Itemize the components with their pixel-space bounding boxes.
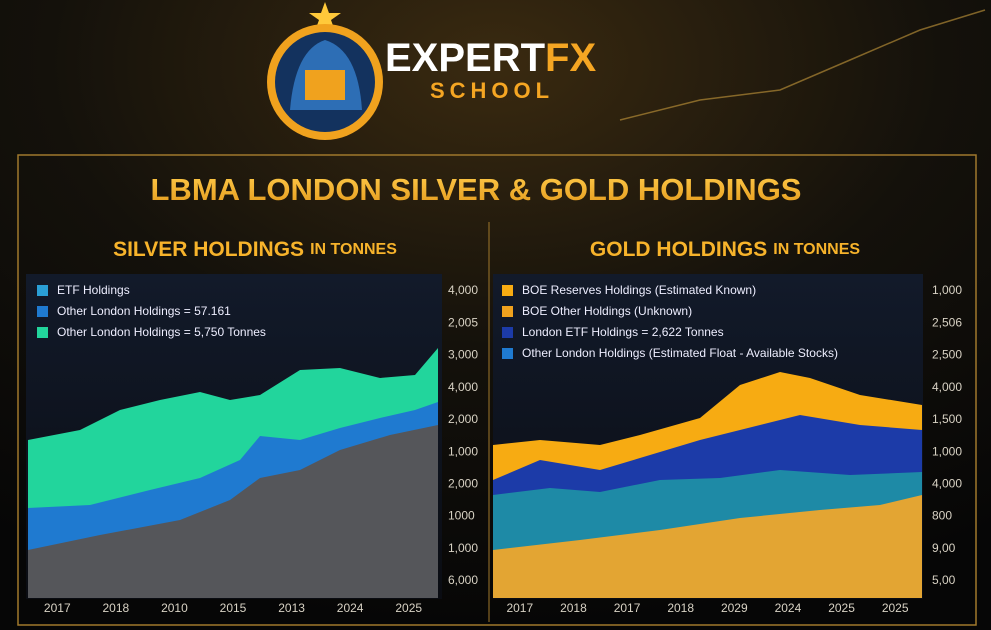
legend-swatch — [502, 285, 513, 296]
heading-suffix: IN TONNES — [773, 241, 860, 258]
y-tick-label: 1,000 — [932, 283, 962, 297]
x-tick-label: 2024 — [775, 601, 802, 615]
panel-heading: SILVER HOLDINGS IN TONNES — [113, 238, 397, 261]
y-tick-label: 2,005 — [448, 315, 478, 329]
x-tick-label: 2017 — [614, 601, 641, 615]
legend-swatch — [37, 327, 48, 338]
x-tick-label: 2018 — [667, 601, 694, 615]
y-tick-label: 1,000 — [448, 541, 478, 555]
y-tick-label: 9,00 — [932, 541, 956, 555]
y-tick-label: 3,000 — [448, 348, 478, 362]
logo: EXPERTFX SCHOOL — [267, 2, 596, 140]
y-tick-label: 2,000 — [448, 477, 478, 491]
y-tick-label: 2,000 — [448, 412, 478, 426]
legend-label: BOE Reserves Holdings (Estimated Known) — [522, 283, 756, 297]
legend-swatch — [502, 306, 513, 317]
legend-label: London ETF Holdings = 2,622 Tonnes — [522, 325, 724, 339]
legend-swatch — [37, 306, 48, 317]
x-tick-label: 2017 — [44, 601, 71, 615]
x-tick-label: 2017 — [506, 601, 533, 615]
x-tick-label: 2025 — [882, 601, 909, 615]
frame — [17, 154, 977, 626]
heading-main: GOLD HOLDINGS — [590, 238, 767, 261]
y-tick-label: 1,500 — [932, 412, 962, 426]
heading-suffix: IN TONNES — [310, 241, 397, 258]
main-title: LBMA LONDON SILVER & GOLD HOLDINGS — [151, 172, 802, 207]
x-tick-label: 2029 — [721, 601, 748, 615]
legend-swatch — [502, 327, 513, 338]
legend-label: ETF Holdings — [57, 283, 130, 297]
decor-line — [619, 9, 986, 121]
y-tick-label: 4,000 — [932, 477, 962, 491]
x-tick-label: 2010 — [161, 601, 188, 615]
y-tick-label: 1,000 — [932, 444, 962, 458]
x-tick-label: 2025 — [828, 601, 855, 615]
x-tick-label: 2013 — [278, 601, 305, 615]
gold-areas — [493, 372, 922, 598]
legend-swatch — [37, 285, 48, 296]
y-tick-label: 2,506 — [932, 315, 962, 329]
x-tick-label: 2025 — [395, 601, 422, 615]
x-tick-label: 2024 — [337, 601, 364, 615]
legend-label: Other London Holdings = 5,750 Tonnes — [57, 325, 266, 339]
y-tick-label: 5,00 — [932, 573, 956, 587]
y-tick-label: 4,000 — [448, 380, 478, 394]
y-tick-label: 4,000 — [932, 380, 962, 394]
brand-subtitle: SCHOOL — [430, 78, 554, 103]
legend-label: Other London Holdings (Estimated Float -… — [522, 346, 838, 360]
x-tick-label: 2018 — [103, 601, 130, 615]
legend-swatch — [502, 348, 513, 359]
y-tick-label: 1,000 — [448, 444, 478, 458]
x-tick-label: 2015 — [220, 601, 247, 615]
silver-areas — [28, 348, 438, 598]
y-tick-label: 6,000 — [448, 573, 478, 587]
heading-main: SILVER HOLDINGS — [113, 238, 304, 261]
brand-name: EXPERTFX — [385, 36, 596, 80]
legend-label: Other London Holdings = 57.161 — [57, 304, 231, 318]
y-tick-label: 1000 — [448, 509, 475, 523]
x-tick-label: 2018 — [560, 601, 587, 615]
y-tick-label: 4,000 — [448, 283, 478, 297]
legend-label: BOE Other Holdings (Unknown) — [522, 304, 692, 318]
panel-heading: GOLD HOLDINGS IN TONNES — [590, 238, 861, 261]
y-tick-label: 800 — [932, 509, 952, 523]
y-tick-label: 2,500 — [932, 348, 962, 362]
